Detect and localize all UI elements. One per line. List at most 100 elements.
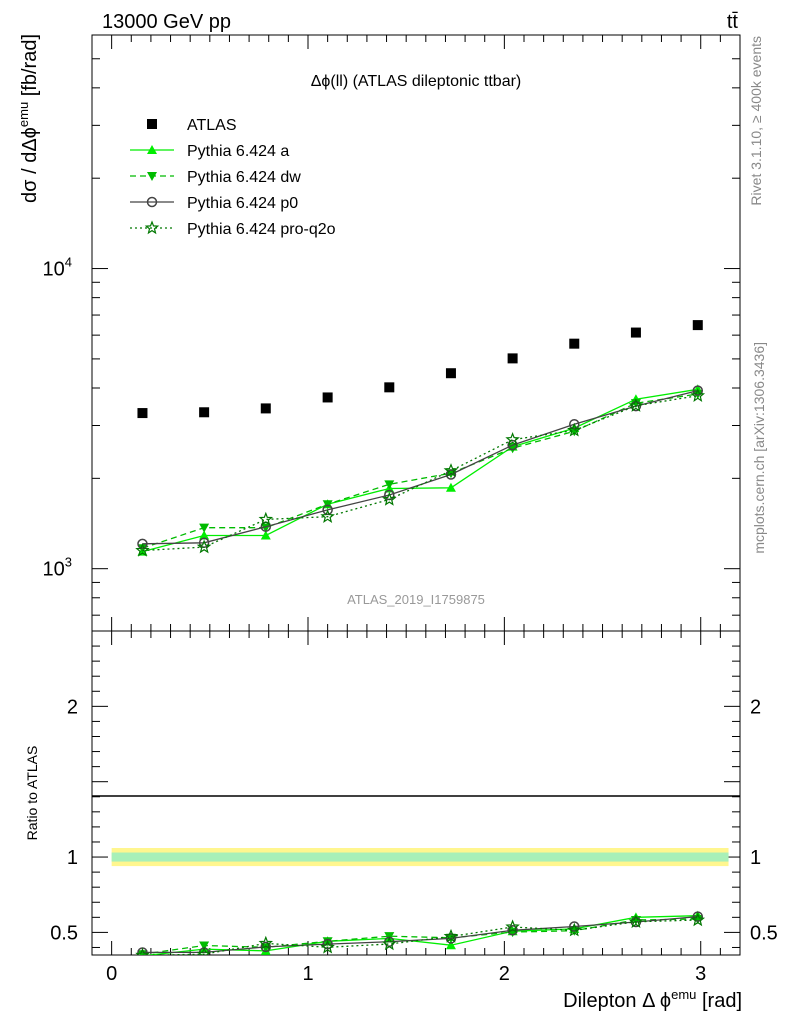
legend-marker-pythia-6-424-a: [147, 145, 157, 154]
ratio-band-inner: [111, 852, 729, 862]
main-point-atlas: [384, 382, 395, 393]
ratio-y-tick-label-right: 2: [750, 696, 761, 718]
main-point-atlas: [322, 392, 333, 403]
main-point-atlas: [692, 320, 703, 331]
main-point-pythia-6-424-p0: [445, 469, 457, 480]
main-axis-ticks: 103 104: [43, 34, 741, 631]
legend-label-pythia-6-424-a: Pythia 6.424 a: [187, 143, 289, 160]
main-point-pythia-6-424-pro-q2o: [135, 542, 150, 557]
ratio-point-pythia-6-424-p0: [692, 911, 704, 922]
legend-marker-atlas: [147, 119, 157, 129]
main-point-pythia-6-424-pro-q2o: [567, 422, 582, 437]
main-point-pythia-6-424-p0: [630, 400, 642, 412]
main-point-pythia-6-424-dw: [199, 523, 210, 533]
ratio-point-pythia-6-424-pro-q2o: [628, 914, 644, 929]
main-point-atlas: [137, 408, 148, 419]
main-point-atlas: [445, 368, 456, 379]
ratio-uncertainty-bands: [111, 848, 729, 867]
chart-title: Δϕ(ll) (ATLAS dileptonic ttbar): [311, 73, 522, 90]
ratio-point-pythia-6-424-p0: [569, 921, 580, 932]
main-point-atlas: [507, 353, 518, 364]
main-point-atlas: [199, 407, 210, 418]
main-point-pythia-6-424-a: [445, 482, 456, 492]
legend: ATLAS Pythia 6.424 a Pythia 6.424 dw Pythia…: [130, 117, 336, 238]
main-point-pythia-6-424-dw: [569, 427, 580, 437]
ratio-y-tick-label: 1: [67, 847, 78, 869]
main-point-pythia-6-424-a: [199, 530, 210, 540]
main-point-pythia-6-424-p0: [322, 504, 333, 516]
main-point-atlas: [569, 338, 580, 349]
ratio-point-pythia-6-424-pro-q2o: [690, 912, 706, 927]
main-point-pythia-6-424-dw: [630, 399, 641, 409]
y-tick-label: 104: [43, 255, 72, 281]
ratio-line-pythia-6-424-p0: [142, 915, 698, 954]
x-tick-label: 1: [302, 963, 313, 985]
main-point-pythia-6-424-a: [260, 530, 271, 540]
ratio-point-pythia-6-424-p0: [260, 941, 272, 953]
main-line-pythia-6-424-dw: [142, 393, 698, 549]
legend-label-pythia-6-424-dw: Pythia 6.424 dw: [187, 169, 301, 186]
ratio-point-pythia-6-424-pro-q2o: [135, 947, 150, 955]
main-point-pythia-6-424-dw: [384, 480, 395, 490]
ratio-point-pythia-6-424-pro-q2o: [382, 936, 397, 951]
ratio-point-pythia-6-424-dw: [199, 941, 210, 951]
legend-marker-pythia-6-424-p0: [146, 196, 158, 208]
y-tick-label: 103: [43, 555, 72, 581]
ratio-plot-frame: [91, 630, 741, 956]
ratio-axis-ticks: 0.5 0.5 1 1 2 2 0 1 2 3: [50, 630, 778, 985]
y-axis-label-main: dσ / dΔϕemu [fb/rad]: [16, 34, 41, 203]
main-point-pythia-6-424-pro-q2o: [443, 463, 459, 477]
ratio-point-pythia-6-424-a: [445, 940, 456, 950]
main-point-atlas: [630, 327, 641, 338]
ratio-point-pythia-6-424-pro-q2o: [320, 939, 335, 954]
x-axis-label: Dilepton Δ ϕemu [rad]: [563, 987, 742, 1012]
ratio-point-pythia-6-424-pro-q2o: [443, 928, 459, 943]
legend-marker-pythia-6-424-dw: [147, 172, 157, 181]
x-tick-label: 2: [499, 963, 510, 985]
ratio-point-pythia-6-424-pro-q2o: [567, 922, 582, 937]
ratio-line-pythia-6-424-a: [143, 915, 698, 955]
main-line-pythia-6-424-p0: [142, 389, 698, 545]
main-point-pythia-6-424-pro-q2o: [628, 398, 644, 412]
ratio-point-pythia-6-424-pro-q2o: [196, 946, 212, 955]
energy-label: 13000 GeV pp: [102, 11, 231, 33]
mcplots-label: mcplots.cern.ch [arXiv:1306.3436]: [751, 342, 767, 554]
main-point-pythia-6-424-p0: [569, 418, 580, 430]
ratio-y-tick-label-right: 0.5: [750, 922, 778, 944]
main-line-pythia-6-424-a: [142, 388, 698, 553]
ratio-y-tick-label: 0.5: [50, 922, 78, 944]
analysis-id: ATLAS_2019_I1759875: [347, 592, 485, 607]
main-line-pythia-6-424-pro-q2o: [142, 395, 698, 552]
legend-label-pythia-6-424-p0: Pythia 6.424 p0: [187, 195, 298, 212]
ratio-line-pythia-6-424-dw: [142, 918, 698, 955]
ratio-y-tick-label-right: 1: [750, 847, 761, 869]
main-point-pythia-6-424-pro-q2o: [258, 511, 274, 526]
main-point-pythia-6-424-p0: [692, 385, 704, 396]
ratio-point-pythia-6-424-p0: [507, 925, 518, 936]
main-point-pythia-6-424-pro-q2o: [196, 539, 212, 554]
main-point-pythia-6-424-pro-q2o: [320, 509, 335, 523]
y-axis-label-ratio: Ratio to ATLAS: [24, 746, 40, 841]
legend-label-pythia-6-424-pro-q2o: Pythia 6.424 pro-q2o: [187, 221, 336, 238]
ratio-y-tick-label: 2: [67, 696, 78, 718]
ratio-point-pythia-6-424-p0: [445, 933, 457, 944]
main-point-pythia-6-424-pro-q2o: [505, 432, 520, 446]
ratio-line-pythia-6-424-pro-q2o: [142, 919, 698, 955]
x-tick-label: 3: [695, 963, 706, 985]
ratio-point-pythia-6-424-p0: [322, 938, 333, 950]
main-series-group: [135, 320, 706, 557]
ratio-point-pythia-6-424-pro-q2o: [258, 935, 274, 950]
legend-marker-pythia-6-424-pro-q2o: [144, 220, 160, 235]
main-point-pythia-6-424-p0: [507, 439, 518, 451]
ratio-series-group: [135, 910, 706, 955]
main-point-pythia-6-424-pro-q2o: [382, 491, 397, 506]
rivet-label: Rivet 3.1.10, ≥ 400k events: [748, 36, 764, 206]
main-point-pythia-6-424-p0: [137, 538, 148, 550]
process-label: tt̄: [727, 11, 739, 33]
main-point-atlas: [260, 403, 271, 414]
legend-label-atlas: ATLAS: [187, 117, 237, 134]
x-tick-label: 0: [106, 963, 117, 985]
main-point-pythia-6-424-pro-q2o: [690, 388, 706, 402]
ratio-point-pythia-6-424-pro-q2o: [505, 919, 520, 934]
